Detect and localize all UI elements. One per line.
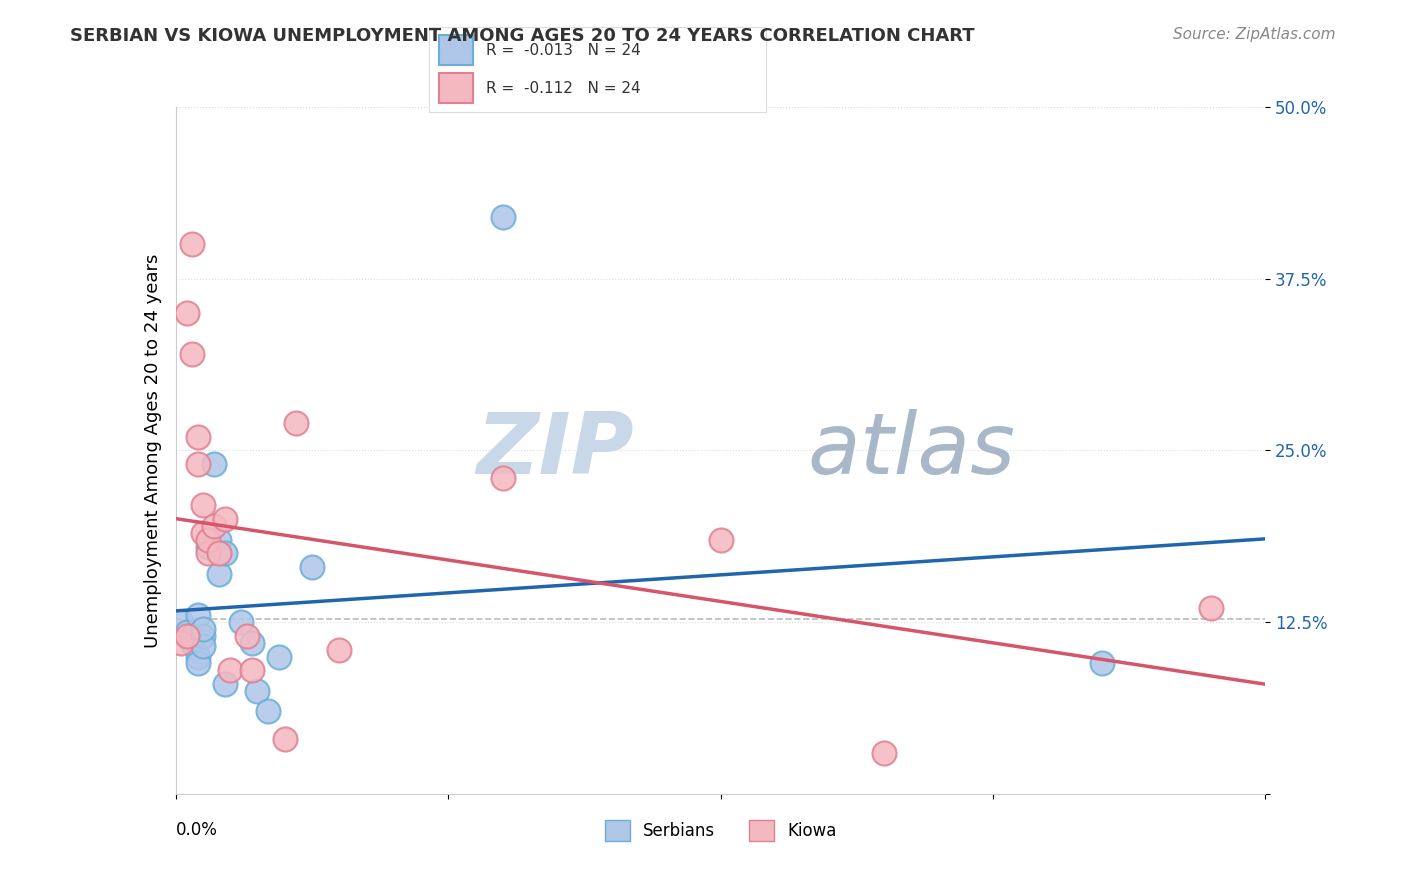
- Point: [710, 533, 733, 547]
- Point: [176, 306, 198, 320]
- Point: [191, 622, 214, 636]
- Point: [170, 615, 193, 630]
- Point: [1199, 601, 1222, 615]
- Point: [186, 657, 209, 671]
- Point: [202, 519, 225, 533]
- Point: [246, 683, 269, 698]
- FancyBboxPatch shape: [439, 36, 472, 65]
- Point: [219, 663, 242, 677]
- Point: [181, 237, 204, 252]
- Legend: Serbians, Kiowa: Serbians, Kiowa: [598, 814, 844, 847]
- Point: [328, 642, 350, 657]
- Point: [301, 560, 323, 574]
- Point: [231, 615, 253, 630]
- Point: [176, 624, 198, 639]
- Text: R =  -0.112   N = 24: R = -0.112 N = 24: [486, 80, 641, 95]
- Point: [186, 430, 209, 444]
- Point: [181, 629, 204, 643]
- Text: atlas: atlas: [807, 409, 1015, 492]
- Point: [186, 649, 209, 664]
- Point: [492, 471, 515, 485]
- Point: [274, 731, 297, 746]
- Text: R =  -0.013   N = 24: R = -0.013 N = 24: [486, 43, 641, 58]
- Point: [191, 639, 214, 653]
- Point: [235, 629, 257, 643]
- Point: [208, 567, 231, 582]
- Point: [214, 546, 236, 561]
- Point: [240, 636, 263, 650]
- FancyBboxPatch shape: [439, 73, 472, 103]
- Point: [214, 512, 236, 526]
- Point: [186, 608, 209, 623]
- Point: [284, 416, 307, 430]
- Point: [181, 636, 204, 650]
- Y-axis label: Unemployment Among Ages 20 to 24 years: Unemployment Among Ages 20 to 24 years: [143, 253, 162, 648]
- Point: [186, 457, 209, 471]
- Point: [240, 663, 263, 677]
- Point: [492, 210, 515, 224]
- Point: [269, 649, 291, 664]
- Point: [208, 546, 231, 561]
- Point: [181, 347, 204, 361]
- Point: [170, 636, 193, 650]
- Text: ZIP: ZIP: [475, 409, 633, 492]
- Text: SERBIAN VS KIOWA UNEMPLOYMENT AMONG AGES 20 TO 24 YEARS CORRELATION CHART: SERBIAN VS KIOWA UNEMPLOYMENT AMONG AGES…: [70, 27, 974, 45]
- Point: [197, 533, 219, 547]
- Text: Source: ZipAtlas.com: Source: ZipAtlas.com: [1173, 27, 1336, 42]
- Point: [191, 525, 214, 540]
- Point: [191, 499, 214, 513]
- Point: [257, 705, 280, 719]
- Point: [202, 457, 225, 471]
- Point: [208, 533, 231, 547]
- Point: [197, 546, 219, 561]
- Point: [873, 746, 896, 760]
- Point: [191, 629, 214, 643]
- Point: [197, 540, 219, 554]
- Text: 0.0%: 0.0%: [176, 822, 218, 839]
- Point: [1091, 657, 1114, 671]
- Point: [176, 629, 198, 643]
- Point: [214, 677, 236, 691]
